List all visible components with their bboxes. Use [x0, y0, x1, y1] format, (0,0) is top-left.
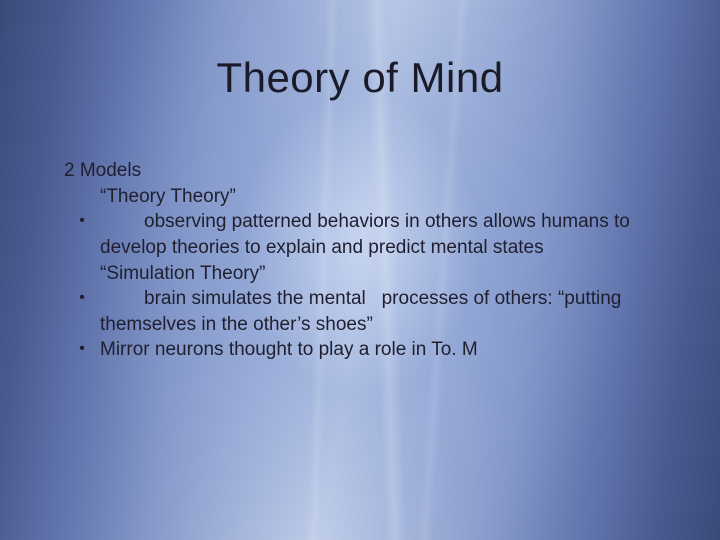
- model-2-title: “Simulation Theory”: [100, 261, 672, 287]
- slide-body: 2 Models “Theory Theory” • observing pat…: [64, 158, 672, 363]
- extra-point: Mirror neurons thought to play a role in…: [100, 339, 478, 360]
- bullet-text: brain simulates the mental processes of …: [100, 286, 672, 337]
- bullet-text: observing patterned behaviors in others …: [100, 209, 672, 260]
- bullet-icon: •: [64, 286, 100, 310]
- bullet-text: Mirror neurons thought to play a role in…: [100, 337, 672, 363]
- bullet-item: • Mirror neurons thought to play a role …: [64, 337, 672, 363]
- model-2-point: brain simulates the mental processes of …: [100, 288, 621, 335]
- model-1-point: observing patterned behaviors in others …: [100, 211, 630, 258]
- body-heading: 2 Models: [64, 158, 672, 184]
- bullet-icon: •: [64, 337, 100, 361]
- bullet-item: • observing patterned behaviors in other…: [64, 209, 672, 260]
- bullet-icon: •: [64, 209, 100, 233]
- bullet-item: • brain simulates the mental processes o…: [64, 286, 672, 337]
- slide: Theory of Mind 2 Models “Theory Theory” …: [0, 0, 720, 540]
- slide-title: Theory of Mind: [0, 54, 720, 102]
- model-1-title: “Theory Theory”: [100, 184, 672, 210]
